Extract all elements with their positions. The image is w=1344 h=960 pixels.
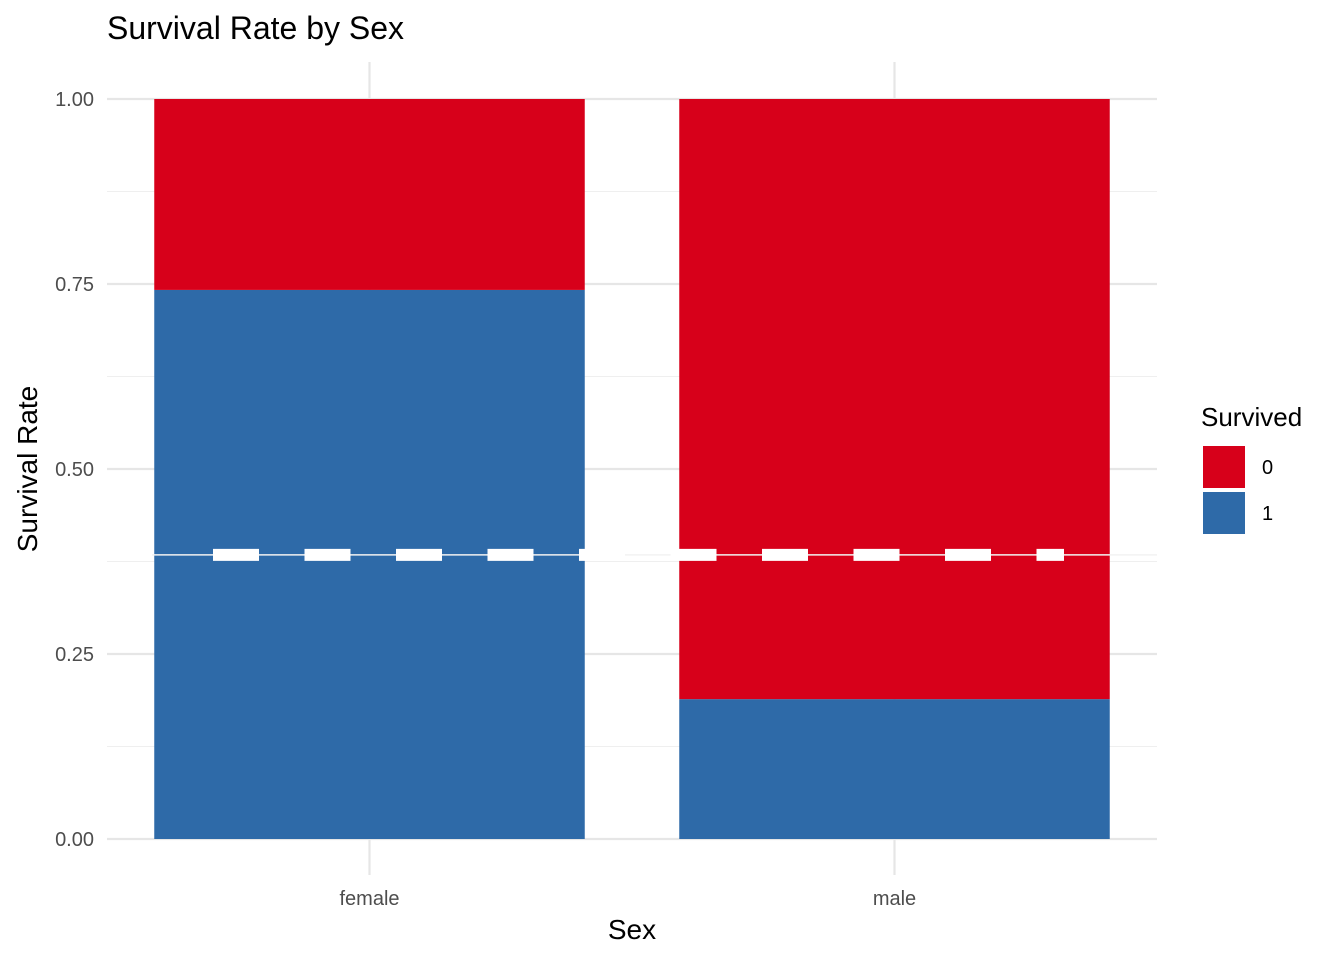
x-tick-label: male: [873, 888, 916, 910]
legend-swatch-0: [1203, 446, 1245, 488]
y-tick-label: 0.25: [55, 644, 94, 666]
chart-title: Survival Rate by Sex: [107, 10, 404, 46]
y-tick-label: 0.00: [55, 829, 94, 851]
bar-female-survived-0: [154, 99, 585, 290]
bar-male-survived-1: [679, 699, 1110, 839]
legend-swatch-1: [1203, 492, 1245, 534]
legend-label-0: 0: [1262, 457, 1273, 479]
plot-bars: [154, 99, 1110, 839]
y-tick-label: 0.50: [55, 459, 94, 481]
y-axis-ticks: 0.00 0.25 0.50 0.75 1.00: [55, 89, 94, 851]
x-tick-label: female: [339, 888, 399, 910]
x-axis-ticks: female male: [339, 888, 916, 910]
legend-title: Survived: [1201, 402, 1302, 432]
legend-label-1: 1: [1262, 503, 1273, 525]
y-tick-label: 1.00: [55, 89, 94, 111]
y-tick-label: 0.75: [55, 274, 94, 296]
legend: Survived 0 1: [1201, 402, 1302, 534]
bar-female-survived-1: [154, 289, 585, 839]
x-axis-title: Sex: [608, 914, 656, 945]
y-axis-title: Survival Rate: [12, 386, 43, 553]
bar-male-survived-0: [679, 99, 1110, 700]
